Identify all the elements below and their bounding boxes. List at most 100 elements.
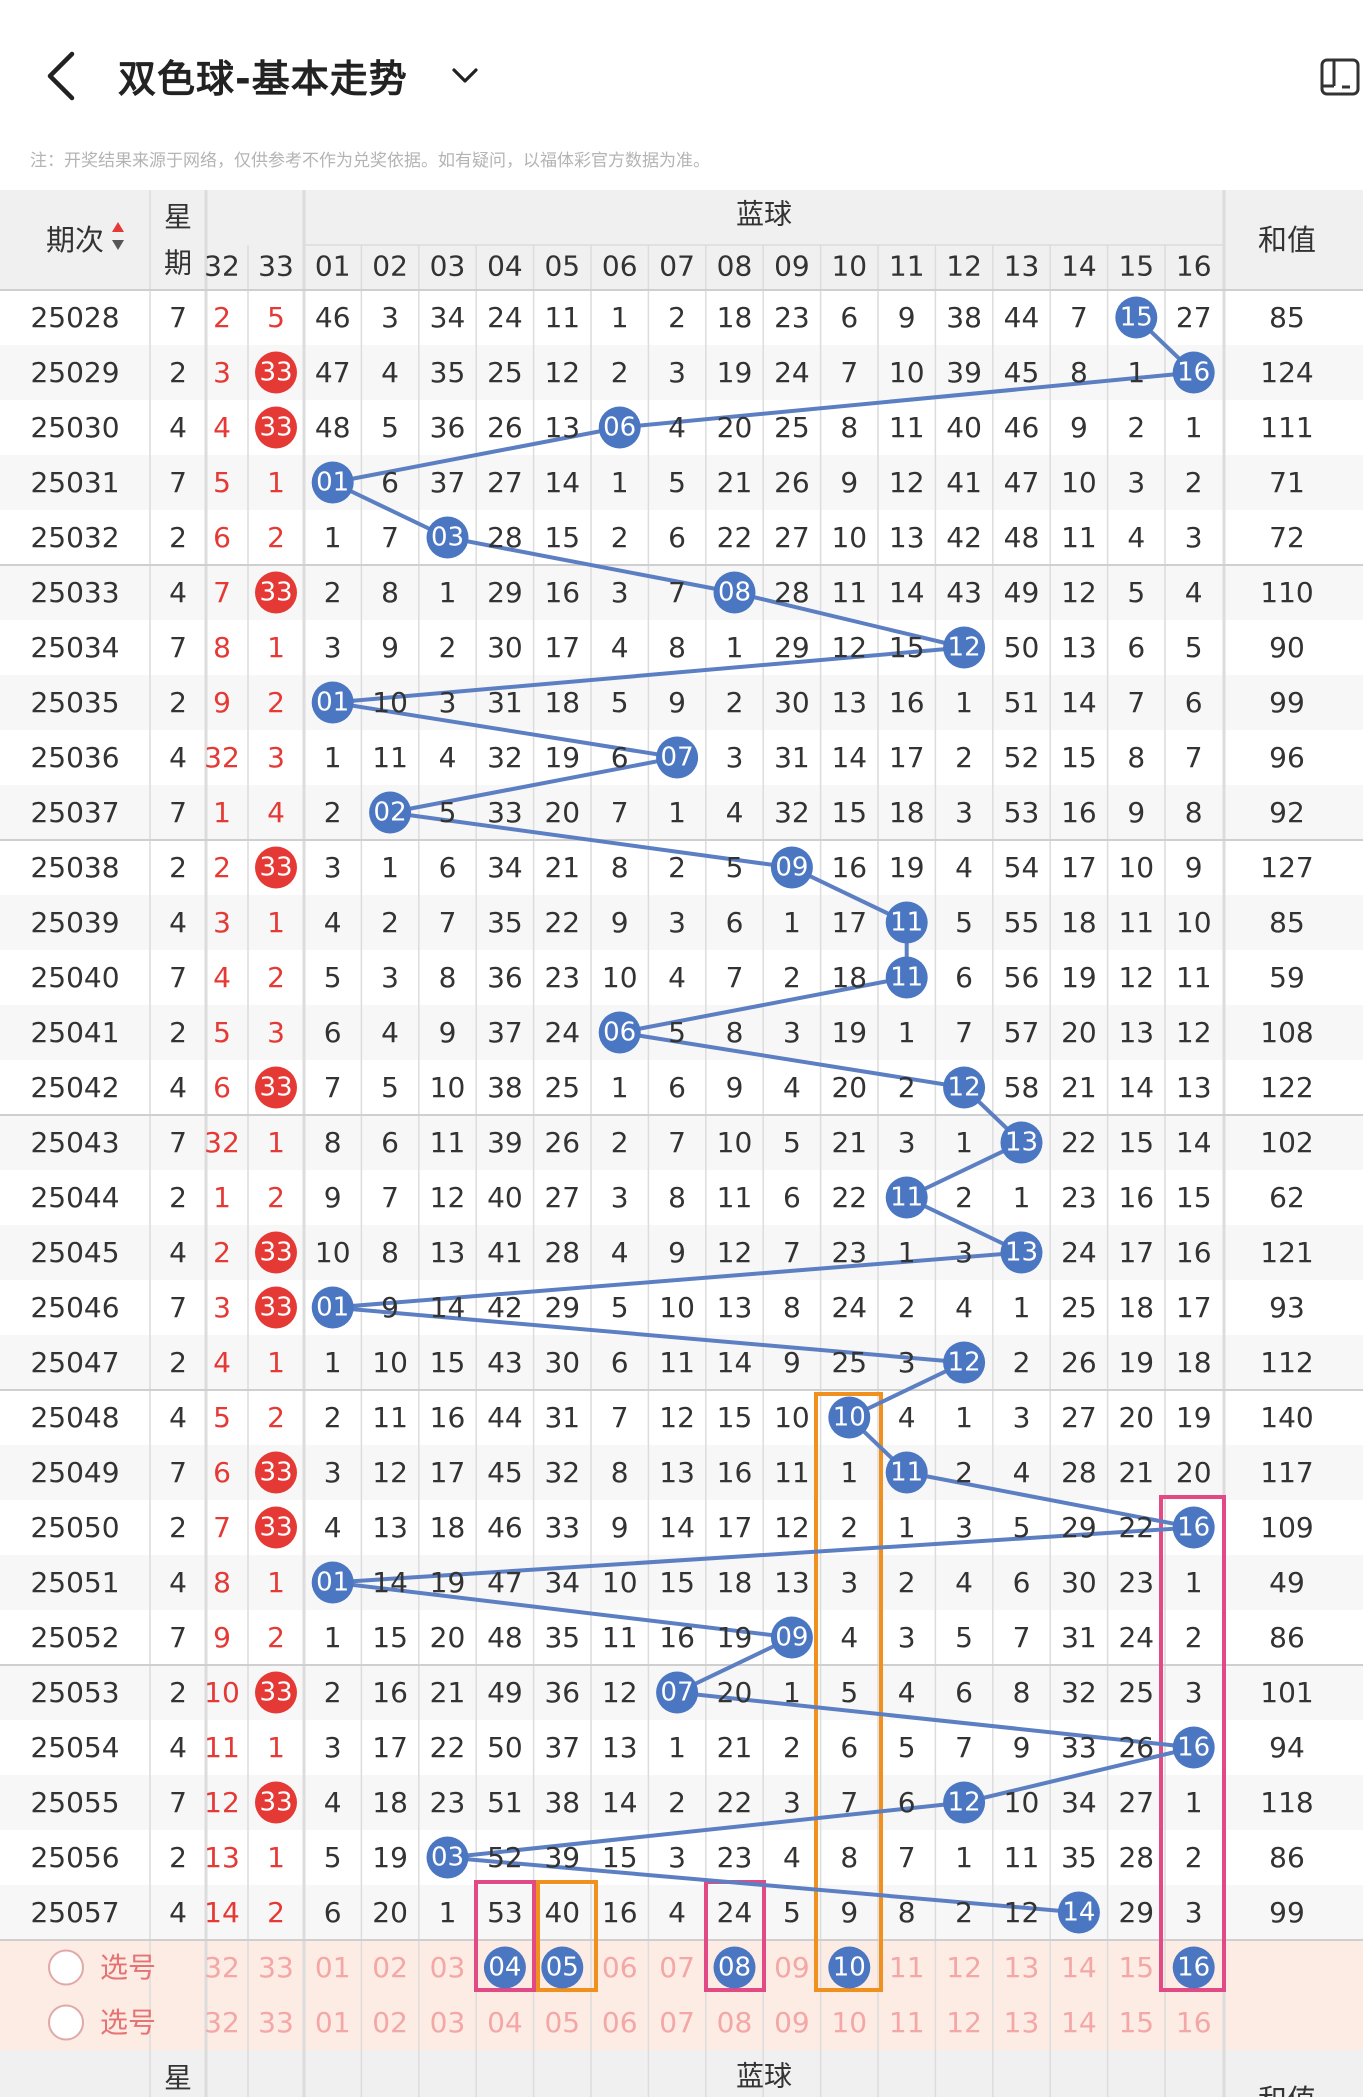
blue-miss-cell: 11 [602, 1621, 638, 1654]
red-ball-cell: 9 [213, 686, 231, 719]
blue-miss-cell: 1 [439, 1896, 457, 1929]
select-radio[interactable] [48, 2004, 84, 2041]
selected-blue-ball[interactable] [541, 1946, 584, 1989]
blue-miss-cell: 1 [611, 466, 629, 499]
selected-blue-number[interactable]: 16 [1177, 1953, 1210, 1983]
blue-miss-cell: 21 [717, 466, 753, 499]
footer-blue-header: 蓝球 [736, 2060, 792, 2093]
red-miss-cell: 3 [267, 741, 285, 774]
red-ball-number: 33 [259, 413, 292, 443]
blue-miss-cell: 7 [955, 1016, 973, 1049]
blue-miss-cell: 1 [955, 1841, 973, 1874]
select-blue-number[interactable]: 02 [372, 2006, 408, 2039]
select-blue-number[interactable]: 07 [659, 1951, 695, 1984]
disclaimer-note: 注：开奖结果来源于网络，仅供参考不作为兑奖依据。如有疑问，以福体彩官方数据为准。 [30, 151, 710, 171]
period-cell: 25048 [30, 1401, 119, 1434]
blue-ball-header: 蓝球 [736, 198, 792, 231]
app-header: 双色球-基本走势 注：开奖结果来源于网络，仅供参考不作为兑奖依据。如有疑问，以福… [0, 0, 1363, 171]
select-blue-number[interactable]: 14 [1061, 2006, 1097, 2039]
select-blue-number[interactable]: 09 [774, 1951, 810, 1984]
blue-miss-cell: 15 [1176, 1181, 1212, 1214]
select-radio[interactable] [48, 1949, 84, 1986]
blue-miss-cell: 50 [487, 1731, 523, 1764]
blue-miss-cell: 2 [1127, 411, 1145, 444]
selected-blue-ball[interactable] [828, 1946, 871, 1989]
blue-miss-cell: 4 [381, 1016, 399, 1049]
blue-miss-cell: 1 [381, 851, 399, 884]
blue-miss-cell: 23 [1061, 1181, 1097, 1214]
select-blue-number[interactable]: 03 [430, 2006, 466, 2039]
select-blue-number[interactable]: 05 [544, 2006, 580, 2039]
back-icon[interactable] [42, 48, 82, 104]
select-blue-number[interactable]: 15 [1118, 2006, 1154, 2039]
weekday-cell: 4 [169, 1071, 187, 1104]
select-blue-number[interactable]: 06 [602, 1951, 638, 1984]
blue-ball [311, 681, 354, 724]
select-label[interactable]: 选号 [100, 2006, 156, 2039]
blue-miss-cell: 3 [1185, 1896, 1203, 1929]
sort-icon[interactable] [112, 222, 124, 232]
sum-cell: 62 [1269, 1181, 1305, 1214]
blue-miss-cell: 24 [831, 1291, 867, 1324]
blue-miss-cell: 48 [315, 411, 351, 444]
red-ball-cell: 2 [213, 851, 231, 884]
weekday-cell: 7 [169, 1126, 187, 1159]
selected-blue-number[interactable]: 05 [546, 1953, 579, 1983]
select-blue-number[interactable]: 04 [487, 2006, 523, 2039]
select-blue-number[interactable]: 11 [889, 1951, 925, 1984]
sort-icon[interactable] [112, 240, 124, 250]
select-blue-number[interactable]: 12 [946, 1951, 982, 1984]
blue-miss-cell: 10 [717, 1126, 753, 1159]
select-red-number[interactable]: 32 [204, 1951, 240, 1984]
select-blue-number[interactable]: 01 [315, 1951, 351, 1984]
select-blue-number[interactable]: 08 [717, 2006, 753, 2039]
chevron-down-icon[interactable] [448, 58, 482, 92]
period-cell: 25037 [30, 796, 119, 829]
selected-blue-ball[interactable] [713, 1946, 756, 1989]
select-blue-number[interactable]: 09 [774, 2006, 810, 2039]
device-icon[interactable] [1318, 56, 1362, 100]
blue-ball [943, 1781, 986, 1824]
select-blue-number[interactable]: 03 [430, 1951, 466, 1984]
blue-miss-cell: 1 [1185, 1786, 1203, 1819]
selected-blue-ball[interactable] [1172, 1946, 1215, 1989]
blue-miss-cell: 34 [430, 301, 466, 334]
blue-miss-cell: 15 [602, 1841, 638, 1874]
select-red-number[interactable]: 33 [258, 2006, 294, 2039]
select-blue-number[interactable]: 10 [831, 2006, 867, 2039]
blue-miss-cell: 2 [668, 851, 686, 884]
select-label[interactable]: 选号 [100, 1951, 156, 1984]
selected-blue-number[interactable]: 10 [833, 1953, 866, 1983]
blue-ball-number: 15 [1120, 303, 1153, 333]
select-blue-number[interactable]: 13 [1004, 1951, 1040, 1984]
blue-miss-cell: 2 [439, 631, 457, 664]
period-cell: 25050 [30, 1511, 119, 1544]
red-miss-cell: 1 [267, 1841, 285, 1874]
select-red-number[interactable]: 33 [258, 1951, 294, 1984]
blue-miss-cell: 20 [430, 1621, 466, 1654]
red-miss-cell: 2 [267, 961, 285, 994]
selected-blue-number[interactable]: 04 [488, 1953, 521, 1983]
row-stripe [0, 1445, 1363, 1500]
blue-miss-cell: 6 [898, 1786, 916, 1819]
select-blue-number[interactable]: 02 [372, 1951, 408, 1984]
select-blue-number[interactable]: 13 [1004, 2006, 1040, 2039]
select-red-number[interactable]: 32 [204, 2006, 240, 2039]
select-blue-number[interactable]: 06 [602, 2006, 638, 2039]
select-blue-number[interactable]: 16 [1176, 2006, 1212, 2039]
blue-miss-cell: 19 [1061, 961, 1097, 994]
select-blue-number[interactable]: 14 [1061, 1951, 1097, 1984]
select-blue-number[interactable]: 15 [1118, 1951, 1154, 1984]
select-blue-number[interactable]: 11 [889, 2006, 925, 2039]
period-header[interactable]: 期次 [46, 223, 104, 257]
blue-miss-cell: 5 [726, 851, 744, 884]
select-blue-number[interactable]: 12 [946, 2006, 982, 2039]
select-blue-number[interactable]: 07 [659, 2006, 695, 2039]
blue-miss-cell: 19 [831, 1016, 867, 1049]
selected-blue-ball[interactable] [483, 1946, 526, 1989]
blue-miss-cell: 51 [1004, 686, 1040, 719]
selected-blue-number[interactable]: 08 [718, 1953, 751, 1983]
select-blue-number[interactable]: 01 [315, 2006, 351, 2039]
blue-miss-cell: 2 [1185, 1621, 1203, 1654]
period-cell: 25029 [30, 356, 119, 389]
